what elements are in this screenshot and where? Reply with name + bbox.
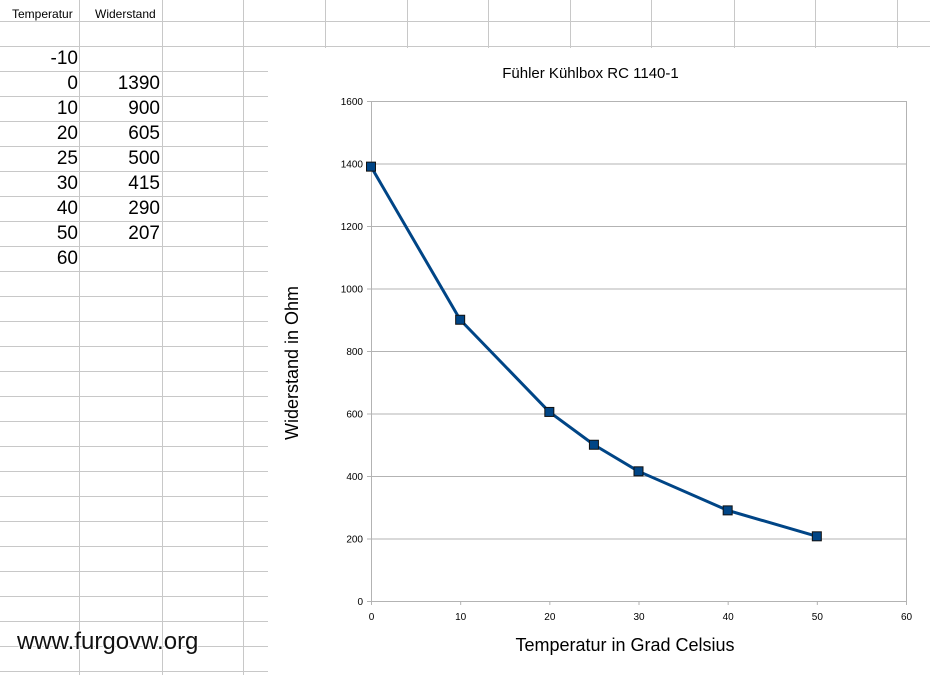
cell-widerstand[interactable] bbox=[80, 247, 160, 271]
y-tick-label: 400 bbox=[346, 472, 363, 483]
data-point-marker[interactable] bbox=[722, 505, 733, 516]
data-point-marker[interactable] bbox=[455, 314, 466, 325]
x-tick-label: 0 bbox=[369, 612, 375, 623]
cell-temperatur[interactable]: 0 bbox=[67, 73, 78, 94]
x-tick-label: 50 bbox=[812, 612, 824, 623]
chart-title: Fühler Kühlbox RC 1140-1 bbox=[502, 65, 678, 82]
data-point-marker[interactable] bbox=[366, 161, 376, 172]
data-point-marker[interactable] bbox=[633, 466, 644, 477]
cell-widerstand[interactable]: 1390 bbox=[117, 73, 160, 94]
y-tick-label: 1200 bbox=[341, 222, 364, 233]
header-temperatur[interactable]: Temperatur bbox=[12, 7, 73, 21]
y-tick-label: 1600 bbox=[341, 97, 364, 108]
x-tick-label: 10 bbox=[455, 612, 467, 623]
chart[interactable]: 0 200 400 600 800 1000 1200 1400 1600 0 10 20 30 40 50… bbox=[268, 48, 930, 675]
x-tick-label: 30 bbox=[633, 612, 645, 623]
y-tick-label: 600 bbox=[346, 410, 363, 421]
y-tick-label: 800 bbox=[346, 347, 363, 358]
chart-svg: 0 200 400 600 800 1000 1200 1400 1600 0 10 20 30 40 50… bbox=[282, 65, 913, 655]
cell-temperatur[interactable]: 10 bbox=[56, 98, 78, 119]
header-widerstand[interactable]: Widerstand bbox=[95, 7, 156, 21]
cell-temperatur[interactable]: -10 bbox=[50, 48, 78, 69]
cell-temperatur[interactable]: 25 bbox=[56, 148, 78, 169]
data-point-marker[interactable] bbox=[544, 406, 555, 417]
watermark-text: www.furgovw.org bbox=[17, 628, 199, 655]
data-point-marker[interactable] bbox=[811, 531, 822, 542]
cell-widerstand[interactable]: 207 bbox=[128, 223, 160, 244]
y-axis-label: Widerstand in Ohm bbox=[282, 286, 302, 440]
x-tick-label: 20 bbox=[544, 612, 556, 623]
y-tick-label: 1000 bbox=[341, 285, 364, 296]
cell-temperatur[interactable]: 60 bbox=[56, 248, 78, 269]
cell-widerstand[interactable]: 290 bbox=[128, 198, 160, 219]
y-tick-label: 1400 bbox=[341, 160, 364, 171]
cell-temperatur[interactable]: 30 bbox=[56, 173, 78, 194]
y-tick-label: 0 bbox=[357, 597, 363, 608]
cell-widerstand[interactable]: 415 bbox=[128, 173, 160, 194]
cell-temperatur[interactable]: 20 bbox=[56, 123, 78, 144]
cell-widerstand[interactable]: 900 bbox=[128, 98, 160, 119]
cell-widerstand[interactable]: 500 bbox=[128, 148, 160, 169]
data-point-marker[interactable] bbox=[588, 439, 599, 450]
y-tick-label: 200 bbox=[346, 535, 363, 546]
x-axis-label: Temperatur in Grad Celsius bbox=[515, 635, 734, 655]
cell-temperatur[interactable]: 40 bbox=[56, 198, 78, 219]
cell-temperatur[interactable]: 50 bbox=[56, 223, 78, 244]
x-tick-label: 40 bbox=[723, 612, 735, 623]
cell-widerstand[interactable]: 605 bbox=[128, 123, 160, 144]
x-tick-label: 60 bbox=[901, 612, 913, 623]
cell-widerstand[interactable] bbox=[80, 47, 160, 71]
